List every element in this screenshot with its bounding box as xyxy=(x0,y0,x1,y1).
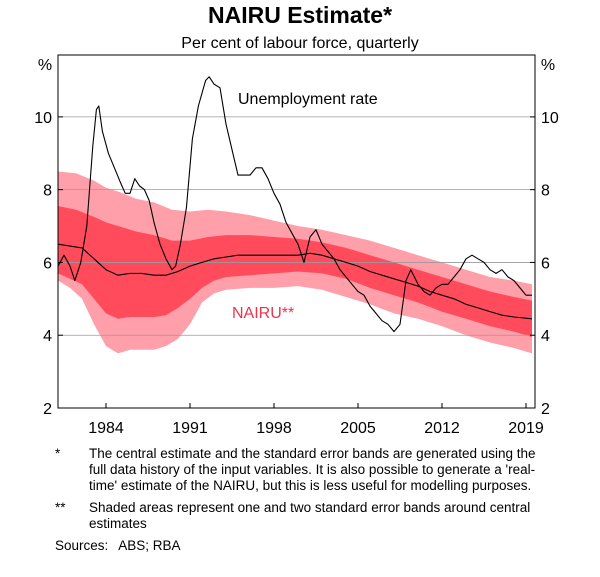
plot-frame xyxy=(57,54,536,409)
footnote-1-text: The central estimate and the standard er… xyxy=(89,446,536,493)
footnotes: * The central estimate and the standard … xyxy=(55,446,555,554)
y-tick-label-right-2: 2 xyxy=(541,401,550,418)
x-tick-label-2012: 2012 xyxy=(424,420,460,437)
footnote-2-text: Shaded areas represent one and two stand… xyxy=(89,500,531,531)
footnote-1-marker: * xyxy=(55,446,61,461)
nairu-chart: NAIRU Estimate* Per cent of labour force… xyxy=(34,2,559,437)
y-tick-label-left-8: 8 xyxy=(43,183,52,200)
y-tick-label-right-4: 4 xyxy=(541,328,550,345)
footnote-1: * The central estimate and the standard … xyxy=(55,446,555,494)
footnote-2: ** Shaded areas represent one and two st… xyxy=(55,500,555,532)
unemployment-rate-line xyxy=(57,76,532,333)
chart-subtitle: Per cent of labour force, quarterly xyxy=(181,35,418,52)
one-se-band xyxy=(58,206,532,337)
y-tick-label-left-10: 10 xyxy=(34,110,52,127)
sources-label: Sources: xyxy=(55,538,109,553)
gridlines xyxy=(58,116,535,336)
footnote-2-marker: ** xyxy=(55,500,66,515)
y-tick-label-left-6: 6 xyxy=(43,255,52,272)
y-tick-label-right-10: 10 xyxy=(541,110,559,127)
y-tick-label-right-6: 6 xyxy=(541,255,550,272)
axis-ticks: 2 2 4 4 6 6 8 8 10 10 1984 1991 1998 2005 2012 2019 xyxy=(34,110,559,437)
x-tick-label-1984: 1984 xyxy=(88,420,124,437)
sources-text: ABS; RBA xyxy=(118,538,181,553)
x-tick-label-2019: 2019 xyxy=(508,420,544,437)
series-lines xyxy=(57,76,533,333)
y-tick-label-left-4: 4 xyxy=(43,328,52,345)
sources-line: Sources: ABS; RBA xyxy=(55,538,555,554)
x-tick-label-1998: 1998 xyxy=(256,420,292,437)
nairu-line xyxy=(57,243,533,320)
x-tick-label-1991: 1991 xyxy=(172,420,208,437)
y-tick-label-left-2: 2 xyxy=(43,401,52,418)
y-tick-label-right-8: 8 xyxy=(541,183,550,200)
unemployment-rate-label: Unemployment rate xyxy=(238,91,378,108)
y-axis-unit-right: % xyxy=(541,57,555,74)
nairu-label: NAIRU** xyxy=(232,305,294,322)
y-axis-unit-left: % xyxy=(38,57,52,74)
x-tick-label-2005: 2005 xyxy=(340,420,376,437)
chart-title: NAIRU Estimate* xyxy=(208,2,392,28)
